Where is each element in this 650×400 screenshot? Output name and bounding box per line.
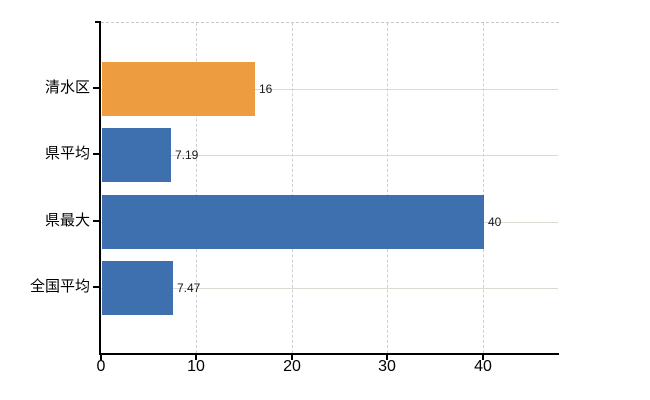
- bar-0: [102, 62, 255, 116]
- v-gridline: [196, 23, 197, 353]
- bar-1: [102, 128, 171, 182]
- bar-2: [102, 195, 484, 249]
- v-gridline: [387, 23, 388, 353]
- category-label: 全国平均: [29, 278, 90, 295]
- y-axis-tick: [93, 220, 101, 222]
- h-gridline: [101, 288, 558, 289]
- x-axis-tick: [482, 355, 484, 360]
- x-axis-line: [99, 353, 559, 355]
- bar-3: [102, 261, 173, 315]
- bar-value-label: 7.19: [175, 148, 199, 162]
- x-tick-label: 30: [378, 358, 396, 375]
- category-label: 清水区: [44, 79, 90, 96]
- x-axis-tick: [195, 355, 197, 360]
- x-tick-label: 20: [283, 358, 301, 375]
- h-gridline: [101, 89, 558, 90]
- v-gridline: [292, 23, 293, 353]
- bar-value-label: 16: [259, 82, 273, 96]
- plot-area: 16 7.19 40 7.47: [101, 22, 559, 353]
- x-axis-tick: [100, 355, 102, 360]
- category-label: 県最大: [44, 212, 90, 229]
- x-axis-tick: [386, 355, 388, 360]
- x-tick-label: 10: [187, 358, 205, 375]
- bar-value-label: 40: [488, 215, 502, 229]
- bar-value-label: 7.47: [177, 281, 201, 295]
- y-axis-line: [99, 22, 101, 355]
- y-axis-tick: [93, 286, 101, 288]
- x-axis-tick: [291, 355, 293, 360]
- y-axis-tick: [93, 87, 101, 89]
- y-axis-top-tick: [95, 21, 101, 23]
- v-gridline: [483, 23, 484, 353]
- category-label: 県平均: [44, 145, 90, 162]
- x-tick-label: 40: [474, 358, 492, 375]
- h-gridline: [101, 155, 558, 156]
- x-tick-label: 0: [96, 358, 106, 375]
- y-axis-tick: [93, 153, 101, 155]
